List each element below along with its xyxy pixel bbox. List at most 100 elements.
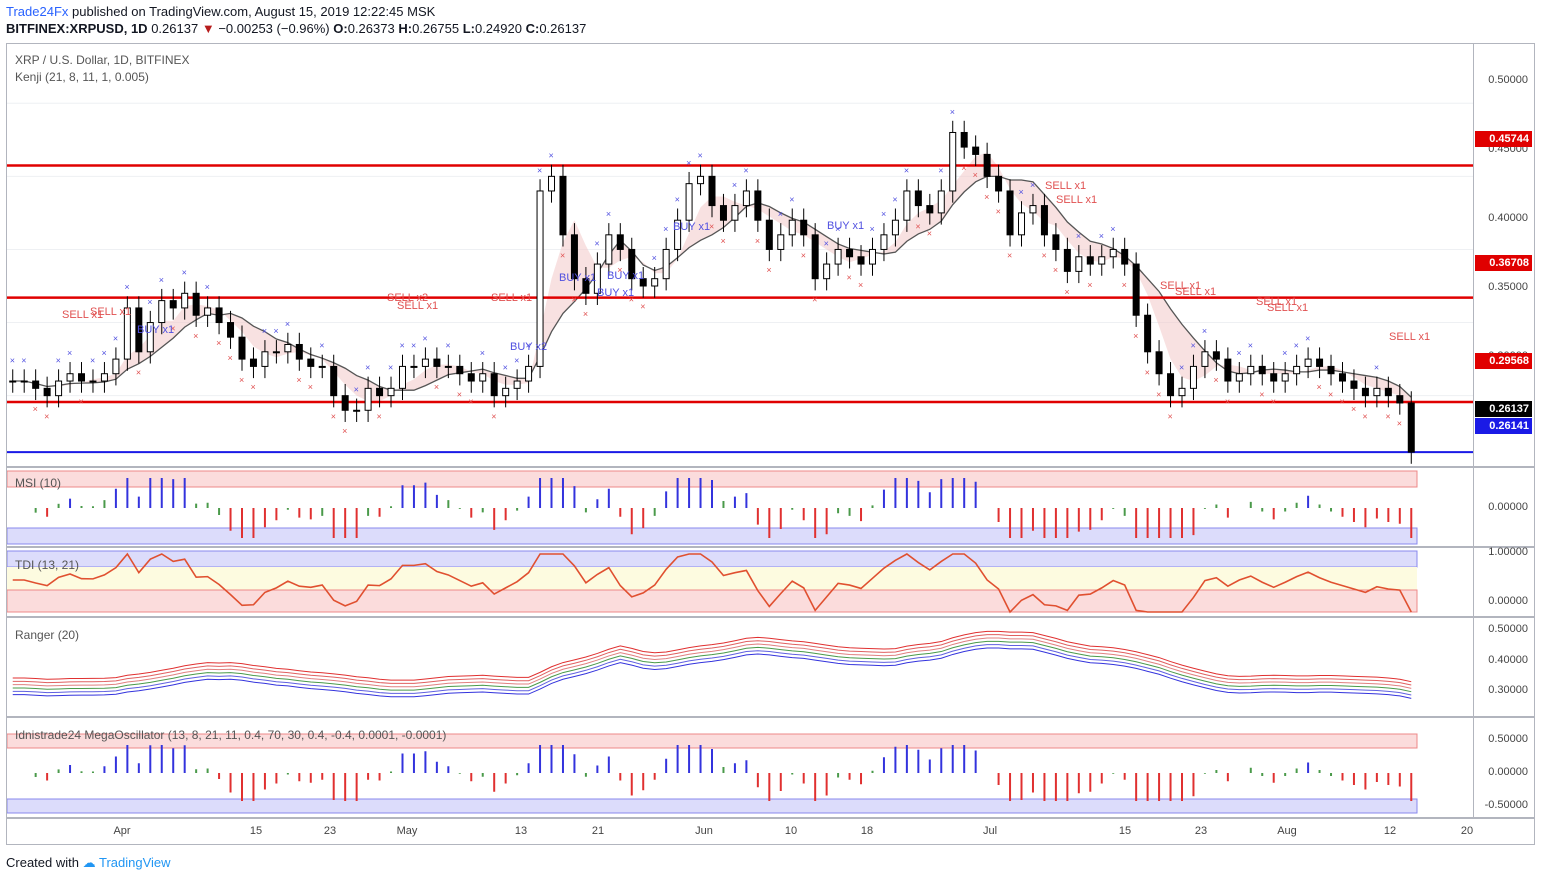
- signal-marker: ×: [319, 341, 324, 351]
- tdi-axis: 1.00000 0.00000: [1473, 546, 1535, 617]
- signal-marker: ×: [113, 333, 118, 343]
- msi-axis: 0.00000: [1473, 467, 1535, 547]
- candle-body: [330, 365, 338, 397]
- candle-body: [513, 380, 521, 389]
- msi-pane[interactable]: MSI (10): [6, 467, 1473, 547]
- candle-body: [1293, 365, 1301, 375]
- candle-body: [777, 234, 785, 250]
- candle-body: [146, 322, 154, 353]
- ranger-axis: 0.50000 0.40000 0.30000: [1473, 617, 1535, 717]
- publisher-name[interactable]: Trade24Fx: [6, 4, 69, 19]
- tradingview-link[interactable]: TradingView: [99, 855, 171, 870]
- candle-body: [204, 307, 212, 316]
- candle-body: [685, 183, 693, 221]
- candle-body: [765, 219, 773, 250]
- signal-label: BUY x1: [827, 220, 865, 232]
- signal-marker: ×: [1351, 404, 1356, 414]
- signal-marker: ×: [377, 411, 382, 421]
- axis-tick: 0.00000: [1488, 766, 1528, 778]
- signal-marker: ×: [33, 404, 38, 414]
- signal-marker: ×: [778, 209, 783, 219]
- signal-label: SELL x1: [491, 292, 533, 304]
- candle-body: [960, 131, 968, 148]
- main-price-pane[interactable]: × × × × × × × × × × × × × × × × × × × × × × × × × × × × × × × × × × × × × × × ×…: [6, 43, 1474, 468]
- time-axis[interactable]: Apr 15 23 May 13 21 Jun 10 18 Jul 15 23 …: [6, 818, 1535, 845]
- tdi-line: [12, 552, 1412, 614]
- signal-marker: ×: [594, 238, 599, 248]
- signal-marker: ×: [296, 375, 301, 385]
- candle-body: [628, 248, 636, 280]
- candle-body: [639, 278, 647, 287]
- candle-body: [914, 190, 922, 207]
- candle-body: [1235, 373, 1243, 382]
- ranger-bands: [12, 630, 1412, 699]
- level-tag: 0.45744: [1475, 131, 1532, 147]
- candle-body: [1396, 395, 1404, 404]
- signal-marker: ×: [1076, 231, 1081, 241]
- signal-marker: ×: [606, 209, 611, 219]
- signal-marker: ×: [629, 294, 634, 304]
- ranger-pane[interactable]: Ranger (20): [6, 617, 1473, 717]
- tdi-pane[interactable]: TDI (13, 21): [6, 547, 1473, 617]
- signal-marker: ×: [1156, 389, 1161, 399]
- candle-body: [1144, 314, 1152, 353]
- candle-body: [1201, 351, 1209, 367]
- candle-body: [1109, 248, 1117, 258]
- signal-marker: ×: [1236, 348, 1241, 358]
- candle-body: [1086, 256, 1094, 265]
- signal-marker: ×: [365, 363, 370, 373]
- axis-tick: 1.00000: [1488, 546, 1528, 558]
- signal-marker: ×: [961, 163, 966, 173]
- signal-marker: ×: [228, 353, 233, 363]
- time-tick: 10: [784, 825, 798, 837]
- candle-body: [1373, 387, 1381, 397]
- signal-marker: ×: [342, 426, 347, 436]
- ranger-band-line: [12, 647, 1412, 699]
- candle-body: [376, 387, 384, 397]
- signal-marker: ×: [1317, 382, 1322, 392]
- signal-marker: ×: [1282, 348, 1287, 358]
- candle-body: [20, 380, 28, 383]
- candle-body: [1361, 387, 1369, 397]
- candle-body: [616, 234, 624, 250]
- signal-marker: ×: [549, 151, 554, 161]
- tdi-lower-zone: [7, 589, 1418, 613]
- candle-body: [1075, 256, 1083, 272]
- candle-body: [410, 365, 418, 368]
- time-tick: 20: [1460, 825, 1474, 837]
- signal-marker: ×: [136, 367, 141, 377]
- signal-marker: ×: [124, 282, 129, 292]
- signal-marker: ×: [663, 224, 668, 234]
- candle-body: [158, 300, 166, 324]
- candle-body: [1098, 256, 1106, 265]
- signal-marker: ×: [170, 324, 175, 334]
- close-value: 0.26137: [539, 21, 587, 36]
- time-tick: Apr: [113, 825, 131, 837]
- mega-upper-zone: [7, 733, 1418, 749]
- signal-marker: ×: [789, 195, 794, 205]
- candle-body: [857, 256, 865, 265]
- price-axis[interactable]: 0.50000 0.45000 0.40000 0.35000 0.30000 …: [1473, 43, 1535, 467]
- candle-body: [467, 373, 475, 382]
- megaoscillator-pane[interactable]: Idnistrade24 MegaOscillator (13, 8, 21, …: [6, 717, 1473, 818]
- candle-body: [398, 365, 406, 389]
- signal-marker: ×: [847, 272, 852, 282]
- signal-marker: ×: [812, 294, 817, 304]
- signal-label: SELL x1: [1160, 280, 1202, 292]
- signal-marker: ×: [216, 338, 221, 348]
- candle-body: [937, 190, 945, 214]
- signal-marker: ×: [652, 253, 657, 263]
- time-tick: May: [396, 825, 418, 837]
- signal-marker: ×: [1019, 187, 1024, 197]
- candle-body: [582, 278, 590, 294]
- kenji-band: [12, 152, 1412, 410]
- signal-marker: ×: [44, 411, 49, 421]
- last-price-tag: 0.26137: [1475, 401, 1532, 417]
- ohlc-header: BITFINEX:XRPUSD, 1D 0.26137 ▼ −0.00253 (…: [6, 21, 586, 36]
- open-value: 0.26373: [347, 21, 395, 36]
- candle-body: [272, 351, 280, 354]
- candle-body: [1304, 358, 1312, 367]
- level-tag: 0.29568: [1475, 353, 1532, 369]
- ranger-band-line: [12, 640, 1412, 693]
- candle-body: [548, 175, 556, 192]
